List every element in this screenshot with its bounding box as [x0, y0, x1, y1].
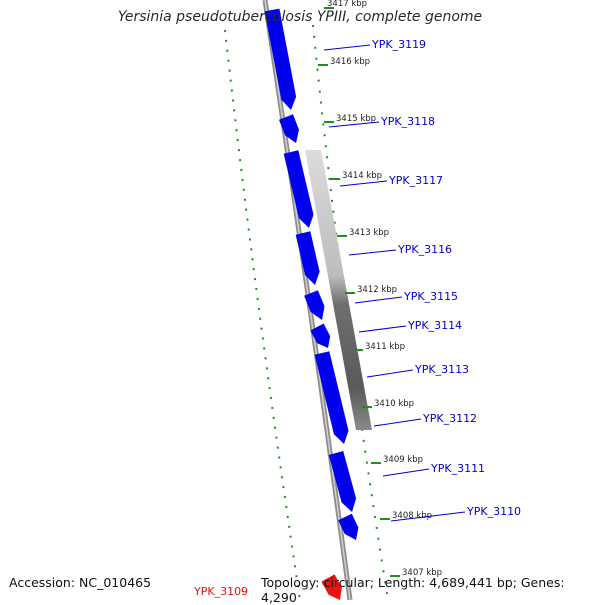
scale-tick-label: 3411 kbp [365, 342, 405, 352]
gc-skew-band [305, 150, 372, 430]
scale-tick-label: 3408 kbp [392, 511, 432, 521]
scale-tick-label: 3407 kbp [402, 568, 442, 578]
gene-label[interactable]: YPK_3109 [193, 585, 248, 598]
inner-dotted-track [312, 24, 389, 600]
scale-tick-label: 3417 kbp [327, 0, 367, 9]
gene-leader-line [358, 325, 407, 333]
gene-leader-line [390, 511, 466, 522]
gene-label[interactable]: YPK_3115 [403, 290, 458, 303]
gene-label[interactable]: YPK_3111 [430, 462, 485, 475]
accession-text: Accession: NC_010465 [9, 575, 152, 590]
gene-label[interactable]: YPK_3119 [371, 38, 426, 51]
gene-leader-line [348, 249, 397, 256]
gene-label[interactable]: YPK_3112 [422, 412, 477, 425]
gene-label[interactable]: YPK_3116 [397, 243, 452, 256]
scale-ticks: 3417 kbp 3416 kbp 3415 kbp 3414 kbp 3413 kbp… [318, 0, 442, 578]
scale-tick-label: 3412 kbp [357, 285, 397, 295]
gene-label[interactable]: YPK_3117 [388, 174, 443, 187]
gene-leader-line [354, 296, 403, 304]
gene-arrow[interactable] [310, 323, 331, 349]
gene-label[interactable]: YPK_3114 [407, 319, 462, 332]
gene-arrow[interactable] [304, 290, 325, 320]
gene-leader-line [328, 121, 380, 128]
gene-leader-line [241, 590, 245, 593]
scale-tick-label: 3413 kbp [349, 228, 389, 238]
gene-leader-line [339, 180, 388, 187]
gene-arrow[interactable] [279, 114, 299, 143]
gene-leader-line [366, 369, 414, 378]
gene-label[interactable]: YPK_3110 [466, 505, 521, 518]
scale-tick-label: 3410 kbp [374, 399, 414, 409]
outer-dotted-track [224, 29, 301, 600]
gene-arrow[interactable] [264, 8, 297, 111]
gene-leader-line [382, 468, 430, 477]
map-title: Yersinia pseudotuberculosis YPIII, compl… [117, 9, 483, 25]
scale-tick-label: 3416 kbp [330, 57, 370, 67]
topology-info: Topology: circular; Length: 4,689,441 bp… [261, 575, 565, 605]
gene-arrow[interactable] [338, 513, 359, 540]
gene-arrow[interactable] [321, 574, 342, 600]
scale-tick-label: 3415 kbp [336, 114, 376, 124]
gene-labels: YPK_3119 YPK_3118 YPK_3117 YPK_3116 YPK_3115… [193, 38, 521, 598]
scale-tick-label: 3409 kbp [383, 455, 423, 465]
gene-arrow[interactable] [283, 150, 314, 228]
scale-tick-label: 3414 kbp [342, 171, 382, 181]
gene-leader-line [323, 44, 371, 51]
gene-leader-line [373, 418, 422, 427]
gene-arrows [264, 8, 359, 600]
gene-label[interactable]: YPK_3113 [414, 363, 469, 376]
gene-arrow[interactable] [328, 451, 357, 512]
gene-label[interactable]: YPK_3118 [380, 115, 435, 128]
gene-arrow[interactable] [295, 231, 320, 285]
gene-arrow[interactable] [314, 351, 349, 444]
